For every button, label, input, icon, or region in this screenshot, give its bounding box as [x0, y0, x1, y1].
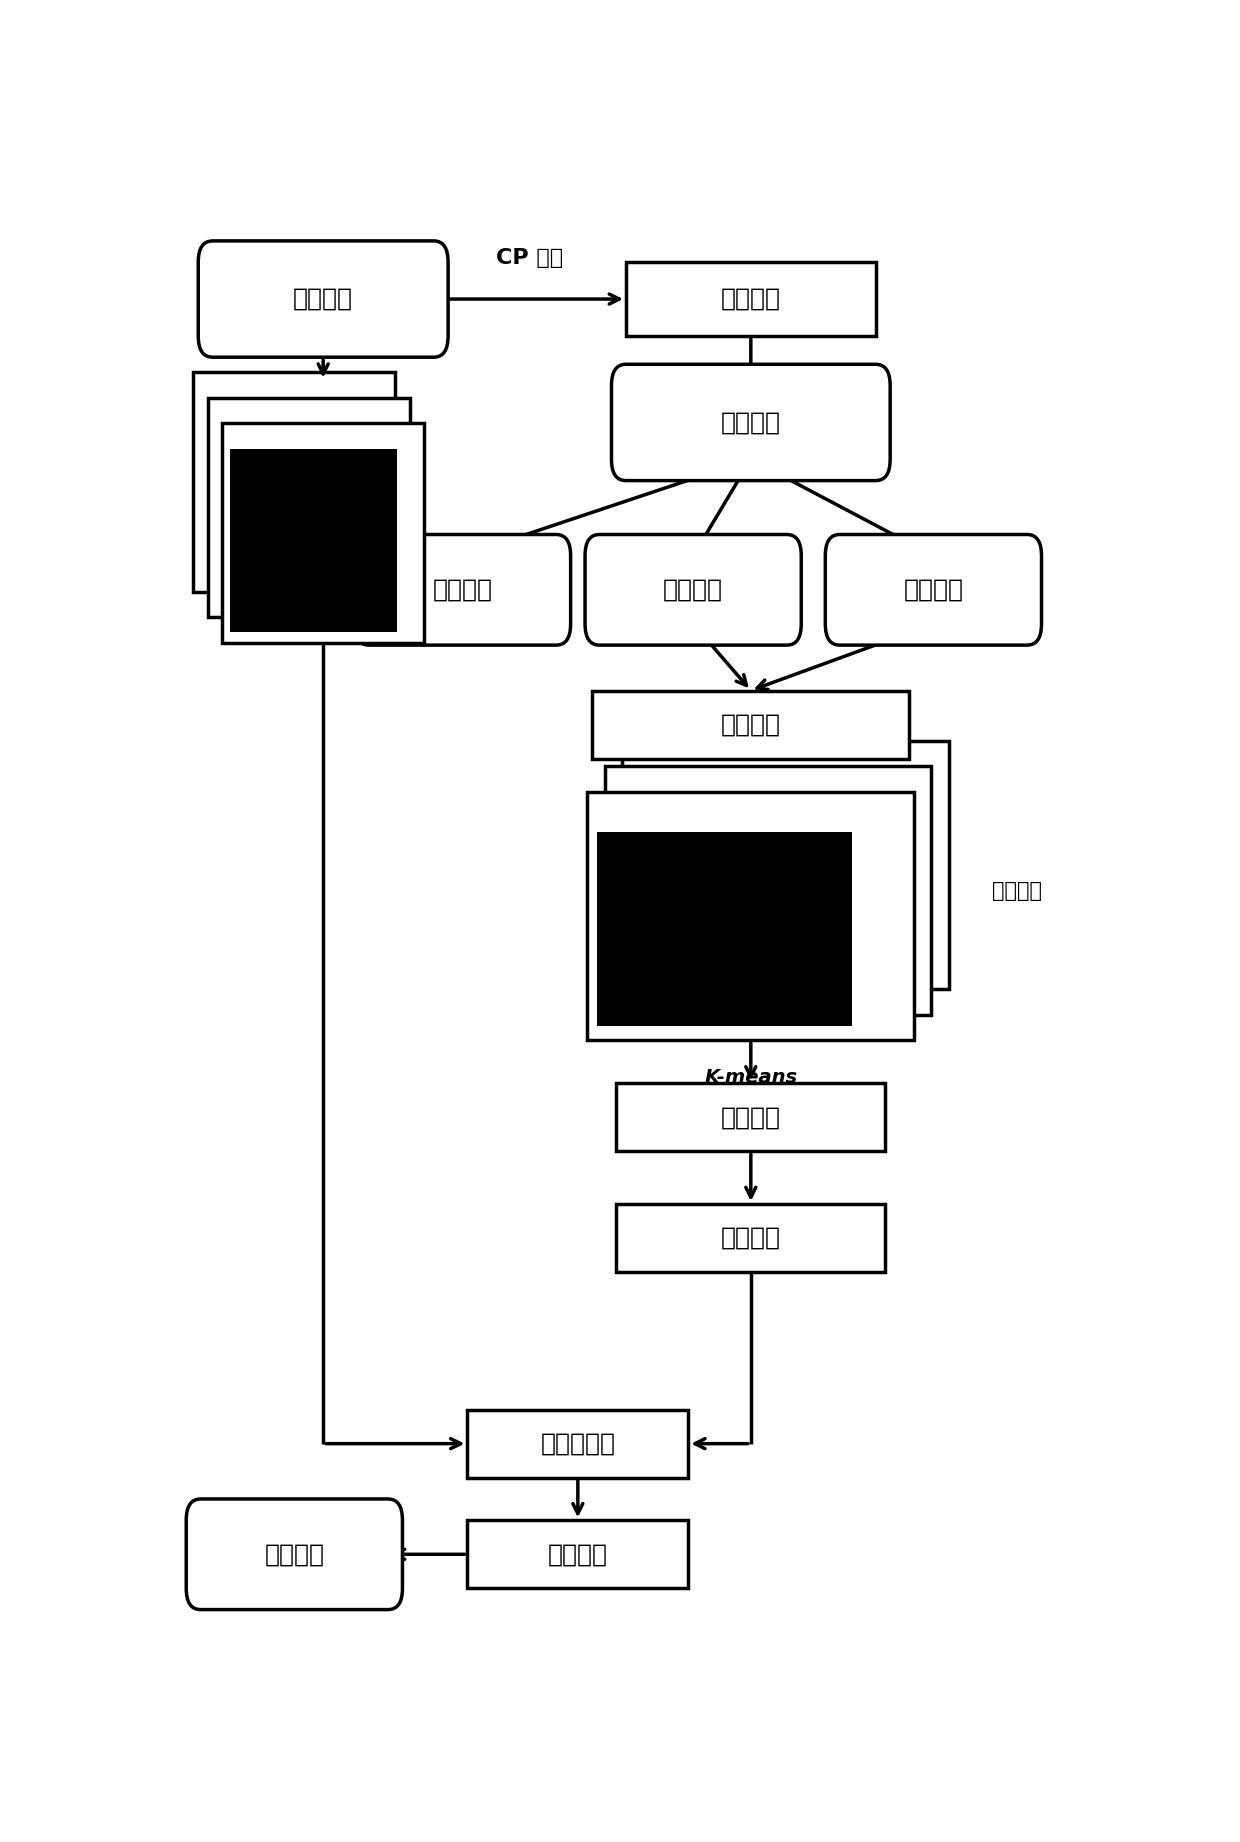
Text: 估计像素值: 估计像素值 [541, 1431, 615, 1455]
Text: 阈值处理: 阈值处理 [720, 411, 781, 435]
Text: 噪声图像: 噪声图像 [293, 287, 353, 311]
Text: 邻域矩阵: 邻域矩阵 [992, 880, 1042, 901]
FancyBboxPatch shape [467, 1409, 688, 1477]
FancyBboxPatch shape [826, 534, 1042, 645]
Text: CP 分解: CP 分解 [496, 249, 563, 267]
FancyBboxPatch shape [355, 534, 570, 645]
FancyBboxPatch shape [616, 1205, 885, 1273]
Text: 结构图像: 结构图像 [720, 713, 781, 737]
Text: 角点部分: 角点部分 [904, 578, 963, 602]
Text: 偏差校正: 偏差校正 [548, 1542, 608, 1566]
FancyBboxPatch shape [611, 365, 890, 481]
Bar [208, 398, 409, 617]
FancyBboxPatch shape [467, 1520, 688, 1588]
Bar [193, 372, 396, 591]
Text: 张量矩阵: 张量矩阵 [720, 287, 781, 311]
FancyBboxPatch shape [593, 691, 909, 759]
FancyBboxPatch shape [585, 534, 801, 645]
Bar [605, 766, 931, 1015]
FancyBboxPatch shape [198, 241, 448, 357]
FancyBboxPatch shape [616, 1083, 885, 1151]
Bar [222, 424, 424, 643]
Bar [596, 833, 852, 1026]
Bar [622, 740, 949, 989]
Text: K-means: K-means [704, 1068, 797, 1087]
Text: 计算权重: 计算权重 [720, 1227, 781, 1251]
Bar [588, 792, 914, 1041]
Text: 平坦部分: 平坦部分 [433, 578, 492, 602]
FancyBboxPatch shape [626, 262, 875, 335]
Text: 去噪图像: 去噪图像 [264, 1542, 325, 1566]
Text: 边缘部分: 边缘部分 [663, 578, 723, 602]
FancyBboxPatch shape [186, 1499, 403, 1610]
Text: 聚类中心: 聚类中心 [720, 1105, 781, 1129]
Bar [229, 449, 398, 632]
